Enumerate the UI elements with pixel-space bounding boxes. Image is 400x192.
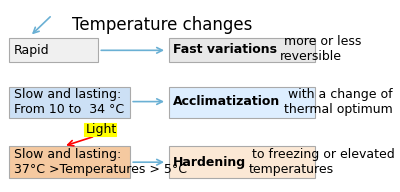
Text: Light: Light	[86, 123, 117, 136]
FancyBboxPatch shape	[168, 87, 315, 118]
Text: Acclimatization: Acclimatization	[173, 95, 280, 108]
Text: Slow and lasting:
37°C >Temperatures > 5°C: Slow and lasting: 37°C >Temperatures > 5…	[14, 148, 187, 176]
Text: Fast variations: Fast variations	[173, 43, 277, 56]
Text: Hardening: Hardening	[173, 156, 246, 169]
FancyBboxPatch shape	[84, 123, 116, 136]
FancyBboxPatch shape	[9, 146, 130, 178]
Text: to freezing or elevated
temperatures: to freezing or elevated temperatures	[248, 148, 395, 176]
Text: Rapid: Rapid	[14, 44, 50, 57]
Text: Slow and lasting:
From 10 to  34 °C: Slow and lasting: From 10 to 34 °C	[14, 88, 124, 116]
FancyBboxPatch shape	[168, 146, 315, 178]
FancyBboxPatch shape	[168, 38, 315, 62]
Text: more or less
reversible: more or less reversible	[280, 35, 362, 63]
FancyBboxPatch shape	[9, 38, 98, 62]
FancyBboxPatch shape	[9, 87, 130, 118]
Text: Temperature changes: Temperature changes	[72, 16, 252, 34]
Text: with a change of
thermal optimum: with a change of thermal optimum	[284, 88, 392, 116]
